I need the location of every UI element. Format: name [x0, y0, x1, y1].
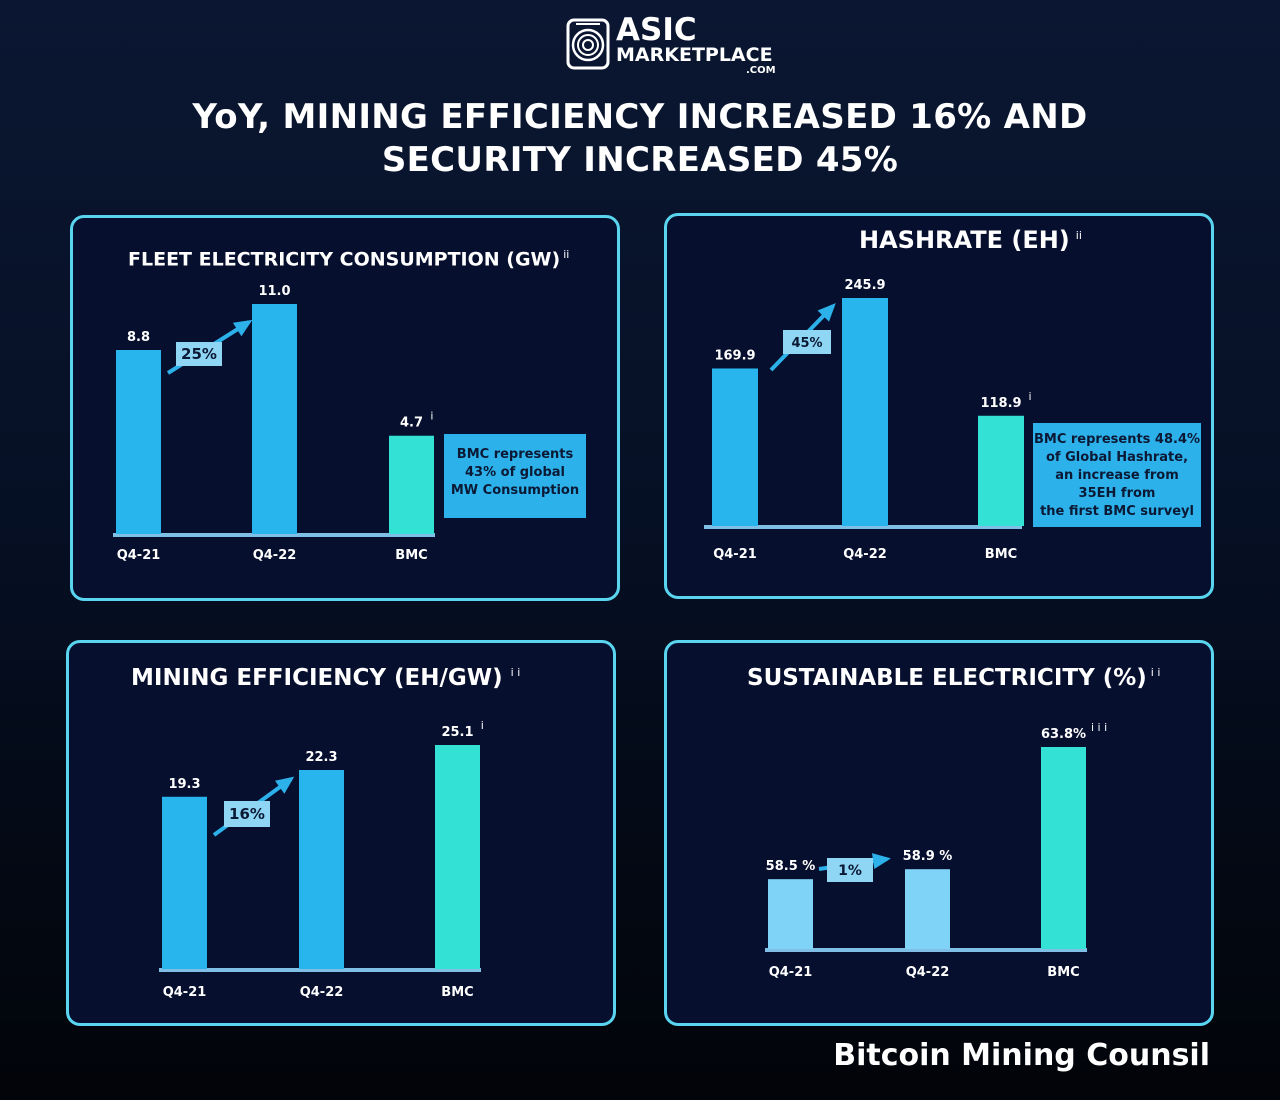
- category-label: Q4-21: [163, 985, 207, 1000]
- chart-title: MINING EFFICIENCY (EH/GW): [131, 665, 503, 691]
- title-superscript: i i: [510, 666, 521, 680]
- value-label: 4.7: [400, 416, 423, 431]
- value-label: 8.8: [127, 330, 150, 345]
- mining-efficiency-chart: 19.3 Q4-21 22.3 Q4-22 25.1 i BMC 16%: [159, 719, 484, 1000]
- hashrate-panel: HASHRATE (EH) ii 169.9 Q4-21 245.9 Q4-22 118.…: [664, 213, 1214, 599]
- arrowhead-icon: [232, 319, 253, 337]
- bar-q4-21: [712, 368, 758, 526]
- note-line: MW Consumption: [450, 483, 580, 498]
- fleet-note-box: BMC represents 43% of global MW Consumpt…: [444, 434, 586, 518]
- growth-label-box: [827, 858, 873, 882]
- value-label: 25.1: [441, 725, 473, 740]
- category-label: BMC: [1047, 965, 1079, 980]
- arrowhead-icon: [871, 853, 891, 869]
- bar-q4-22: [299, 769, 344, 969]
- category-label: BMC: [395, 548, 427, 563]
- bar-q4-22: [905, 869, 950, 949]
- value-label: 169.9: [714, 348, 755, 363]
- note-line: of Global Hashrate,: [1045, 450, 1189, 465]
- note-line: BMC represents 48.4%: [1033, 432, 1201, 447]
- footer-source: Bitcoin Mining Counsil: [833, 1038, 1210, 1073]
- bar-bmc: [389, 435, 434, 534]
- mining-efficiency-title: MINING EFFICIENCY (EH/GW) i i: [131, 665, 520, 691]
- headline-line-1: YoY, MINING EFFICIENCY INCREASED 16% AND: [192, 97, 1088, 137]
- bar-q4-22: [842, 298, 888, 526]
- note-line: BMC represents: [456, 447, 574, 462]
- hashrate-chart: 169.9 Q4-21 245.9 Q4-22 118.9 i BMC 45%: [704, 278, 1032, 562]
- fleet-electricity-chart: 8.8 Q4-21 11.0 Q4-22 4.7 i BMC 25%: [113, 284, 435, 563]
- chart-title: HASHRATE (EH): [859, 226, 1070, 254]
- note-line: 43% of global: [465, 465, 565, 480]
- bar-q4-21: [768, 879, 813, 949]
- growth-label: 1%: [838, 863, 862, 879]
- arrowhead-icon: [274, 776, 295, 794]
- growth-label: 16%: [229, 805, 265, 823]
- title-superscript: i i: [1150, 666, 1161, 680]
- title-superscript: ii: [1075, 229, 1082, 242]
- bar-bmc: [1041, 747, 1086, 949]
- growth-label-box: [224, 801, 270, 827]
- sustainable-electricity-title: SUSTAINABLE ELECTRICITY (%) i i: [747, 665, 1160, 691]
- hashrate-note-box: BMC represents 48.4% of Global Hashrate,…: [1033, 423, 1201, 527]
- value-label: 118.9: [980, 396, 1021, 411]
- value-label: 19.3: [168, 777, 200, 792]
- growth-label-box: [176, 342, 222, 366]
- growth-label-box: [783, 330, 831, 354]
- growth-label: 25%: [181, 345, 217, 363]
- hashrate-title: HASHRATE (EH) ii: [859, 226, 1082, 254]
- asic-marketplace-logo: ASIC MARKETPLACE .COM: [566, 12, 786, 80]
- growth-label: 45%: [791, 336, 822, 351]
- value-label: 22.3: [305, 750, 337, 765]
- value-label: 58.5 %: [766, 859, 816, 874]
- arrowhead-icon: [817, 303, 836, 322]
- bar-bmc: [435, 745, 480, 969]
- value-superscript: i: [1029, 390, 1032, 403]
- value-superscript: i i i: [1091, 721, 1107, 734]
- category-label: BMC: [985, 547, 1017, 562]
- category-label: Q4-22: [253, 548, 297, 563]
- category-label: Q4-22: [843, 547, 887, 562]
- logo-text-marketplace: MARKETPLACE: [616, 44, 773, 66]
- value-label: 63.8%: [1041, 727, 1086, 742]
- fleet-electricity-panel: FLEET ELECTRICITY CONSUMPTION (GW) ii 8.8…: [70, 215, 620, 601]
- fleet-electricity-title: FLEET ELECTRICITY CONSUMPTION (GW) ii: [128, 248, 569, 270]
- note-line: an increase from: [1055, 468, 1179, 483]
- value-label: 11.0: [258, 284, 290, 299]
- bar-bmc: [978, 415, 1024, 526]
- bar-q4-21: [116, 350, 161, 534]
- mining-efficiency-panel: MINING EFFICIENCY (EH/GW) i i 19.3 Q4-21 22…: [66, 640, 616, 1026]
- value-superscript: i: [481, 719, 484, 732]
- logo-mark-icon: [566, 18, 610, 70]
- category-label: Q4-21: [769, 965, 813, 980]
- title-superscript: ii: [563, 248, 570, 261]
- category-label: Q4-22: [906, 965, 950, 980]
- category-label: Q4-21: [117, 548, 161, 563]
- chart-title: FLEET ELECTRICITY CONSUMPTION (GW): [128, 248, 561, 271]
- headline-line-2: SECURITY INCREASED 45%: [381, 140, 899, 180]
- bar-q4-22: [252, 304, 297, 534]
- value-label: 245.9: [844, 278, 885, 293]
- logo-text-com: .COM: [746, 65, 776, 76]
- value-superscript: i: [430, 410, 433, 423]
- headline: YoY, MINING EFFICIENCY INCREASED 16% AND…: [0, 96, 1280, 182]
- chart-title: SUSTAINABLE ELECTRICITY (%): [747, 665, 1147, 691]
- category-label: Q4-22: [300, 985, 344, 1000]
- logo-text-asic: ASIC: [616, 12, 697, 48]
- note-line: the first BMC surveyl: [1040, 504, 1194, 519]
- value-label: 58.9 %: [903, 849, 953, 864]
- category-label: Q4-21: [713, 547, 757, 562]
- note-line: 35EH from: [1078, 486, 1156, 501]
- bar-q4-21: [162, 796, 207, 969]
- sustainable-electricity-panel: SUSTAINABLE ELECTRICITY (%) i i 58.5 % Q4-…: [664, 640, 1214, 1026]
- category-label: BMC: [441, 985, 473, 1000]
- sustainable-electricity-chart: 58.5 % Q4-21 58.9 % Q4-22 63.8% i i i BMC 1%: [765, 721, 1107, 980]
